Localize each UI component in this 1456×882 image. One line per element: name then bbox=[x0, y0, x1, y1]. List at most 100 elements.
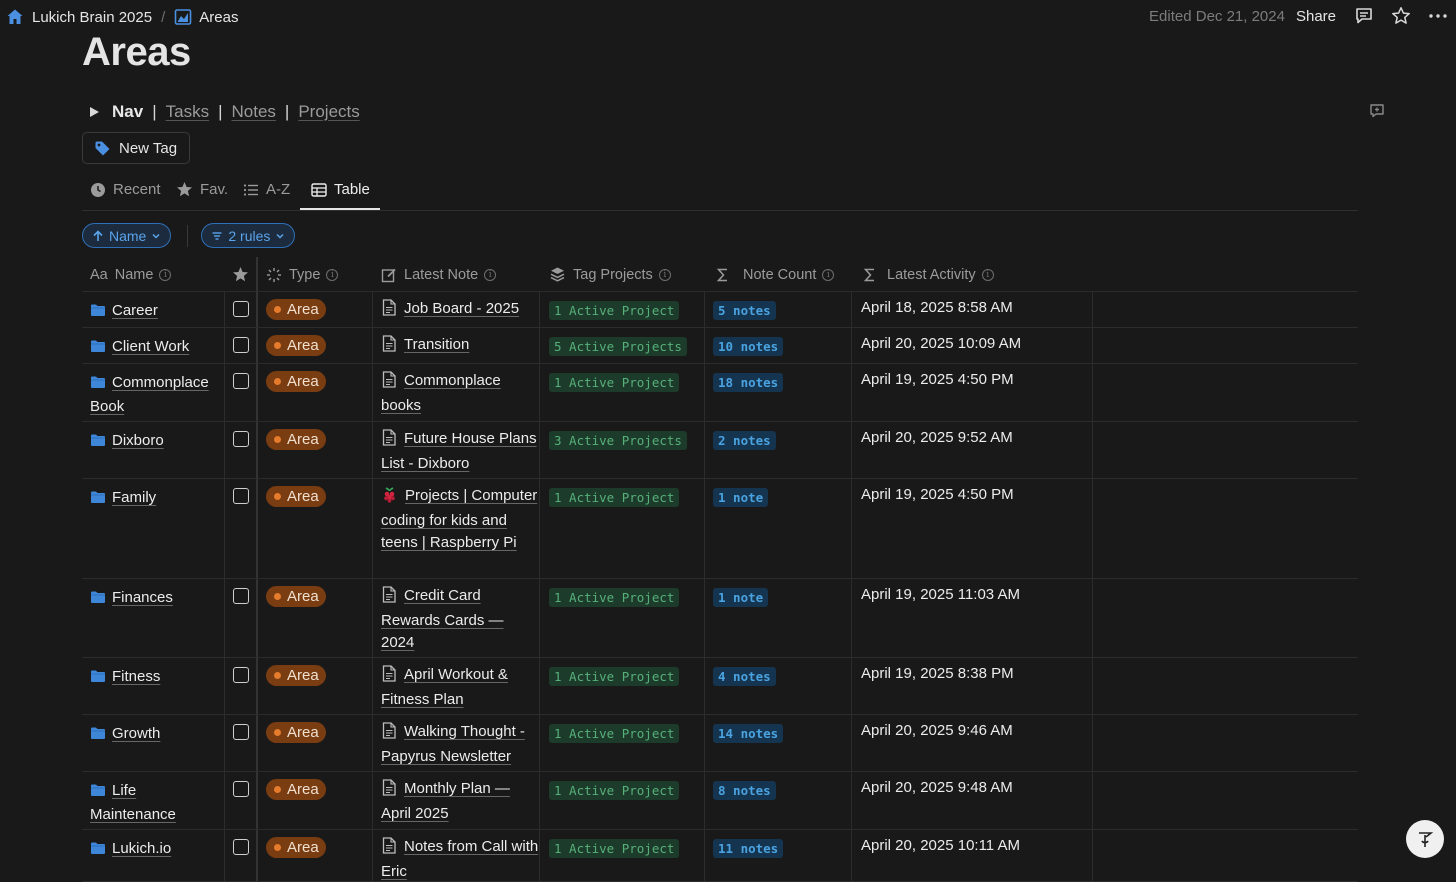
info-icon[interactable]: i bbox=[981, 268, 994, 281]
area-name-link[interactable]: Growth bbox=[112, 725, 161, 742]
sort-name-button[interactable]: Name bbox=[82, 223, 172, 248]
type-badge[interactable]: Area bbox=[266, 429, 326, 450]
table-row[interactable]: Career Area Job Board - 2025 1 Active Proje… bbox=[82, 292, 1358, 328]
latest-note-link[interactable]: Commonplace books bbox=[381, 372, 501, 414]
latest-note-cell[interactable]: Commonplace books bbox=[381, 370, 539, 417]
tab-table[interactable]: Table bbox=[311, 181, 370, 198]
favorite-checkbox[interactable] bbox=[233, 337, 249, 353]
info-icon[interactable]: i bbox=[822, 268, 835, 281]
latest-note-link[interactable]: Credit Card Rewards Cards — 2024 bbox=[381, 587, 504, 651]
area-name-cell[interactable]: Life Maintenance bbox=[90, 780, 220, 829]
info-icon[interactable]: i bbox=[484, 268, 497, 281]
info-icon[interactable]: i bbox=[326, 268, 339, 281]
table-row[interactable]: Growth Area Walking Thought - Papyrus News… bbox=[82, 715, 1358, 772]
latest-note-cell[interactable]: Monthly Plan — April 2025 bbox=[381, 778, 539, 825]
table-row[interactable]: Lukich.io Area Notes from Call with Eric 1 … bbox=[82, 830, 1358, 882]
table-row[interactable]: Dixboro Area Future House Plans List - Dix… bbox=[82, 422, 1358, 479]
favorite-checkbox[interactable] bbox=[233, 781, 249, 797]
table-row[interactable]: Family Area Projects | Computer coding for… bbox=[82, 479, 1358, 579]
favorite-checkbox[interactable] bbox=[233, 373, 249, 389]
type-badge[interactable]: Area bbox=[266, 299, 326, 320]
latest-note-link[interactable]: Future House Plans List - Dixboro bbox=[381, 430, 537, 472]
favorite-checkbox[interactable] bbox=[233, 588, 249, 604]
area-name-cell[interactable]: Dixboro bbox=[90, 430, 220, 478]
area-name-link[interactable]: Life Maintenance bbox=[90, 782, 176, 823]
nav-toggle[interactable]: Nav | Tasks | Notes | Projects bbox=[90, 102, 360, 122]
table-row[interactable]: Commonplace Book Area Commonplace books 1 A… bbox=[82, 364, 1358, 422]
area-name-cell[interactable]: Client Work bbox=[90, 336, 220, 363]
latest-note-link[interactable]: Walking Thought - Papyrus Newsletter bbox=[381, 723, 525, 765]
latest-note-cell[interactable]: Future House Plans List - Dixboro bbox=[381, 428, 539, 475]
add-comment-icon[interactable] bbox=[1369, 103, 1385, 119]
column-header-type[interactable]: Type i bbox=[266, 257, 339, 292]
area-name-cell[interactable]: Growth bbox=[90, 723, 220, 771]
latest-note-cell[interactable]: Job Board - 2025 bbox=[381, 298, 539, 323]
table-row[interactable]: Client Work Area Transition 5 Active Projec… bbox=[82, 328, 1358, 364]
latest-note-cell[interactable]: Transition bbox=[381, 334, 539, 359]
favorite-checkbox[interactable] bbox=[233, 431, 249, 447]
area-name-link[interactable]: Commonplace Book bbox=[90, 374, 209, 415]
more-options-icon[interactable] bbox=[1428, 6, 1448, 26]
share-button[interactable]: Share bbox=[1295, 7, 1336, 25]
type-badge[interactable]: Area bbox=[266, 486, 326, 507]
breadcrumb-workspace[interactable]: Lukich Brain 2025 bbox=[32, 8, 153, 26]
area-name-link[interactable]: Family bbox=[112, 489, 157, 506]
comments-icon[interactable] bbox=[1354, 6, 1374, 26]
favorite-checkbox[interactable] bbox=[233, 839, 249, 855]
new-tag-button[interactable]: New Tag bbox=[82, 132, 190, 164]
favorite-checkbox[interactable] bbox=[233, 667, 249, 683]
column-header-name[interactable]: Aa Name i bbox=[90, 257, 172, 292]
toggle-triangle-icon[interactable] bbox=[90, 107, 99, 117]
latest-note-link[interactable]: Projects | Computer coding for kids and … bbox=[381, 487, 538, 551]
ai-assistant-button[interactable] bbox=[1406, 820, 1444, 858]
info-icon[interactable]: i bbox=[159, 268, 172, 281]
type-badge[interactable]: Area bbox=[266, 371, 326, 392]
type-badge[interactable]: Area bbox=[266, 335, 326, 356]
column-header-latest-activity[interactable]: Latest Activity i bbox=[862, 257, 994, 292]
area-name-link[interactable]: Client Work bbox=[112, 338, 190, 355]
favorite-checkbox[interactable] bbox=[233, 724, 249, 740]
area-name-cell[interactable]: Lukich.io bbox=[90, 838, 220, 881]
latest-note-cell[interactable]: Projects | Computer coding for kids and … bbox=[381, 485, 539, 554]
latest-note-cell[interactable]: Walking Thought - Papyrus Newsletter bbox=[381, 721, 539, 768]
latest-note-link[interactable]: Transition bbox=[404, 336, 470, 353]
type-badge[interactable]: Area bbox=[266, 837, 326, 858]
column-header-favorite[interactable] bbox=[232, 257, 256, 292]
latest-note-cell[interactable]: Notes from Call with Eric bbox=[381, 836, 539, 882]
area-name-link[interactable]: Finances bbox=[112, 589, 173, 606]
column-header-tag-projects[interactable]: Tag Projects i bbox=[549, 257, 671, 292]
table-row[interactable]: Finances Area Credit Card Rewards Cards — … bbox=[82, 579, 1358, 658]
area-name-link[interactable]: Fitness bbox=[112, 668, 161, 685]
area-name-cell[interactable]: Fitness bbox=[90, 666, 220, 714]
latest-note-link[interactable]: Monthly Plan — April 2025 bbox=[381, 780, 510, 822]
latest-note-link[interactable]: Job Board - 2025 bbox=[404, 300, 520, 317]
type-badge[interactable]: Area bbox=[266, 722, 326, 743]
info-icon[interactable]: i bbox=[658, 268, 671, 281]
latest-note-link[interactable]: April Workout & Fitness Plan bbox=[381, 666, 508, 708]
type-badge[interactable]: Area bbox=[266, 665, 326, 686]
area-name-link[interactable]: Dixboro bbox=[112, 432, 164, 449]
nav-link-projects[interactable]: Projects bbox=[298, 102, 360, 121]
latest-note-link[interactable]: Notes from Call with Eric bbox=[381, 838, 539, 880]
column-header-latest-note[interactable]: Latest Note i bbox=[381, 257, 497, 292]
tab-a-z[interactable]: A-Z bbox=[243, 181, 290, 198]
breadcrumb-page[interactable]: Areas bbox=[199, 8, 239, 26]
tab-fav[interactable]: Fav. bbox=[176, 181, 228, 198]
area-name-link[interactable]: Lukich.io bbox=[112, 840, 172, 857]
nav-link-notes[interactable]: Notes bbox=[231, 102, 276, 121]
area-name-cell[interactable]: Commonplace Book bbox=[90, 372, 220, 421]
type-badge[interactable]: Area bbox=[266, 779, 326, 800]
area-name-cell[interactable]: Family bbox=[90, 487, 220, 578]
favorite-checkbox[interactable] bbox=[233, 488, 249, 504]
area-name-link[interactable]: Career bbox=[112, 302, 158, 319]
favorite-star-icon[interactable] bbox=[1391, 6, 1411, 26]
nav-link-tasks[interactable]: Tasks bbox=[165, 102, 210, 121]
table-row[interactable]: Life Maintenance Area Monthly Plan — April… bbox=[82, 772, 1358, 830]
favorite-checkbox[interactable] bbox=[233, 301, 249, 317]
filter-rules-button[interactable]: 2 rules bbox=[201, 223, 296, 248]
area-name-cell[interactable]: Finances bbox=[90, 587, 220, 657]
home-icon[interactable] bbox=[6, 8, 24, 26]
type-badge[interactable]: Area bbox=[266, 586, 326, 607]
tab-recent[interactable]: Recent bbox=[90, 181, 161, 198]
table-row[interactable]: Fitness Area April Workout & Fitness Plan 1… bbox=[82, 658, 1358, 715]
